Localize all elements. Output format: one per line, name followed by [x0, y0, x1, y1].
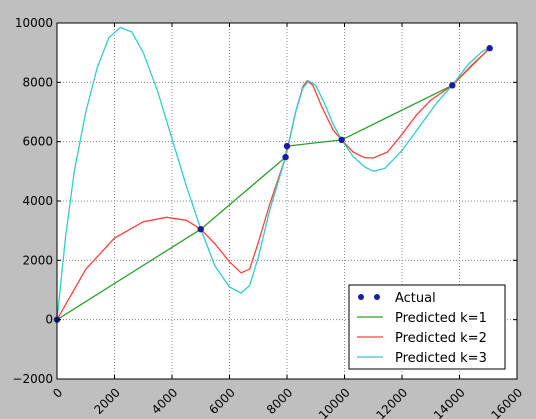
x-tick-label: 10000: [316, 385, 353, 419]
x-tick-label: 4000: [149, 385, 180, 416]
legend-label-predicted-k-1: Predicted k=1: [395, 311, 487, 326]
x-tick-label: 8000: [264, 385, 295, 416]
y-tick-label: 8000: [22, 75, 53, 89]
legend-label-actual: Actual: [395, 291, 436, 306]
legend-marker: [358, 294, 364, 300]
y-tick-label: −2000: [12, 372, 53, 386]
actual-point: [282, 153, 289, 161]
actual-point: [338, 136, 345, 144]
actual-point: [449, 82, 456, 89]
legend: Actual Predicted k=1 Predicted k=2 Predicte…: [348, 284, 506, 370]
x-tick-label: 6000: [206, 385, 237, 416]
x-tick-label: 0: [50, 385, 65, 400]
actual-point: [197, 225, 204, 233]
series-line-predicted-k-2: [56, 47, 491, 321]
x-tick-label: 14000: [431, 385, 468, 419]
actual-point: [486, 45, 493, 52]
x-tick-label: 2000: [91, 385, 122, 416]
legend-label-predicted-k-3: Predicted k=3: [395, 351, 487, 366]
x-tick-label: 16000: [488, 385, 525, 419]
y-tick-label: 0: [45, 313, 53, 327]
y-tick-label: 2000: [22, 253, 53, 267]
y-tick-label: 4000: [22, 194, 53, 208]
y-tick-label: 10000: [15, 16, 53, 30]
actual-point: [283, 142, 291, 150]
legend-marker: [374, 294, 380, 300]
legend-label-predicted-k-2: Predicted k=2: [395, 331, 487, 346]
series-line-predicted-k-3: [56, 26, 490, 320]
grid: [57, 23, 517, 379]
x-tick-label: 12000: [373, 385, 410, 419]
series-layer: [53, 26, 493, 323]
y-tick-label: 6000: [22, 135, 53, 149]
